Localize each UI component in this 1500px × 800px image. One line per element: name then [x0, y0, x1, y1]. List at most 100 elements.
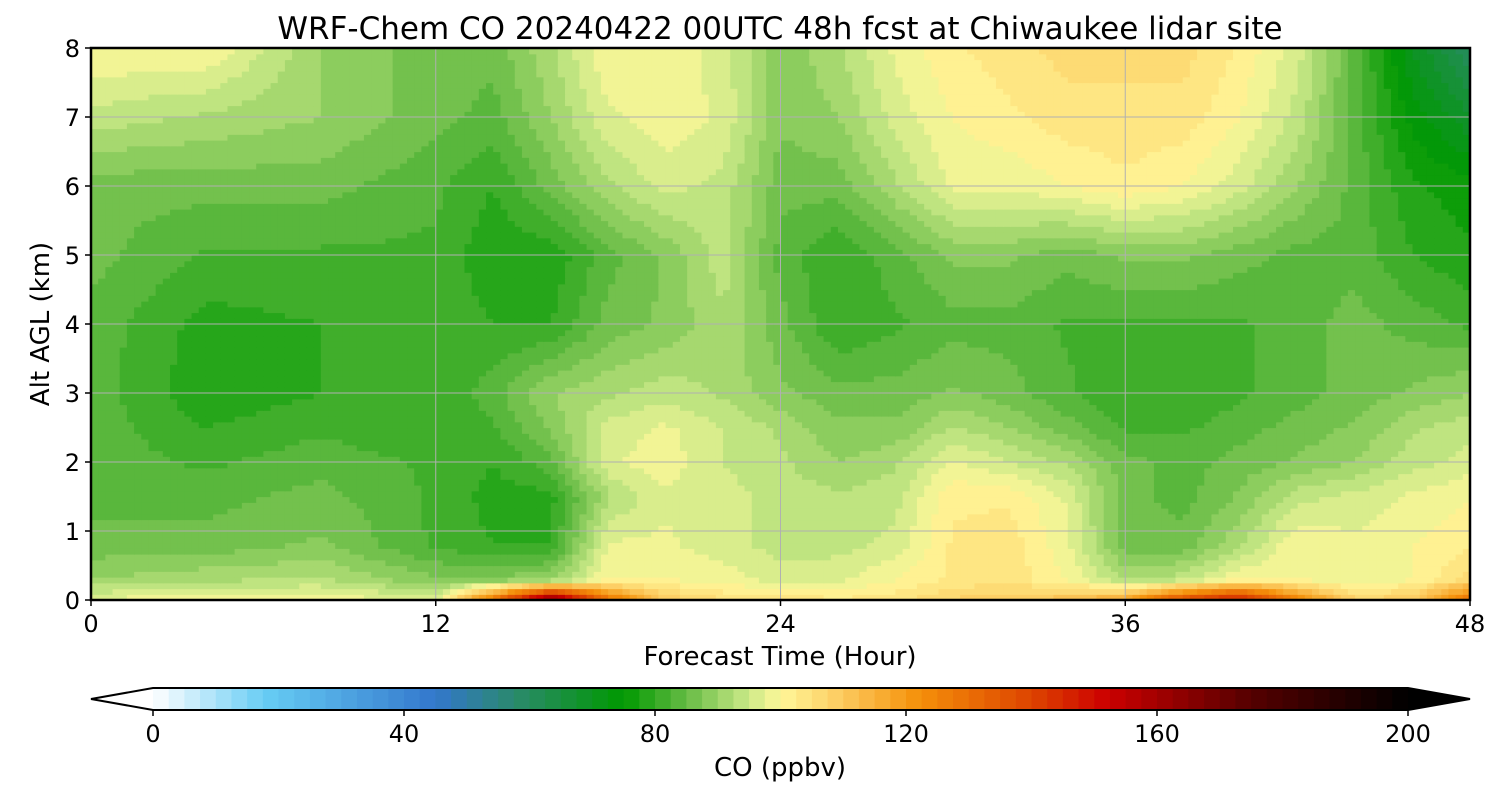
heatmap-cell — [1426, 462, 1435, 469]
heatmap-cell — [529, 582, 537, 590]
heatmap-cell — [1017, 588, 1026, 595]
heatmap-cell — [600, 467, 609, 475]
heatmap-cell — [119, 542, 128, 549]
heatmap-cell — [1074, 490, 1083, 498]
heatmap-cell — [1434, 519, 1442, 526]
heatmap-cell — [622, 582, 631, 590]
heatmap-cell — [141, 473, 150, 480]
heatmap-cell — [536, 577, 545, 584]
heatmap-cell — [1405, 490, 1414, 498]
heatmap-cell — [1197, 450, 1205, 457]
heatmap-cell — [299, 548, 308, 555]
heatmap-cell — [744, 531, 753, 538]
heatmap-cell — [773, 531, 782, 538]
heatmap-cell — [198, 450, 207, 457]
heatmap-cell — [1067, 450, 1076, 457]
heatmap-cell — [450, 542, 458, 549]
heatmap-cell — [873, 594, 882, 600]
heatmap-cell — [105, 554, 114, 561]
heatmap-cell — [1376, 508, 1385, 515]
heatmap-cell — [1434, 462, 1442, 469]
heatmap-cell — [916, 588, 925, 595]
heatmap-cell — [1254, 479, 1263, 486]
heatmap-cell — [1283, 462, 1292, 469]
heatmap-cell — [773, 502, 782, 509]
heatmap-cell — [249, 554, 257, 561]
heatmap-cell — [1031, 502, 1040, 509]
heatmap-cell — [1232, 502, 1241, 509]
heatmap-cell — [1060, 508, 1069, 515]
heatmap-cell — [299, 456, 308, 463]
heatmap-cell — [794, 508, 803, 515]
heatmap-cell — [945, 542, 954, 549]
heatmap-cell — [974, 485, 983, 492]
heatmap-cell — [493, 536, 501, 544]
heatmap-cell — [694, 519, 703, 526]
heatmap-cell — [823, 571, 832, 578]
heatmap-cell — [658, 450, 667, 457]
heatmap-cell — [234, 554, 243, 561]
heatmap-cell — [1290, 485, 1299, 492]
heatmap-cell — [1125, 525, 1134, 532]
heatmap-cell — [521, 565, 530, 572]
heatmap-cell — [1247, 536, 1256, 544]
heatmap-cell — [529, 496, 537, 503]
heatmap-cell — [435, 525, 444, 532]
heatmap-cell — [737, 508, 746, 515]
heatmap-cell — [155, 467, 164, 475]
heatmap-cell — [952, 577, 961, 584]
heatmap-cell — [162, 473, 171, 480]
heatmap-cell — [335, 577, 343, 584]
heatmap-cell — [529, 542, 537, 549]
heatmap-cell — [916, 508, 925, 515]
heatmap-cell — [450, 577, 458, 584]
heatmap-cell — [1412, 502, 1421, 509]
heatmap-cell — [1132, 450, 1141, 457]
heatmap-cell — [988, 588, 997, 595]
heatmap-cell — [263, 450, 272, 457]
heatmap-cell — [1462, 559, 1470, 567]
heatmap-cell — [1254, 571, 1263, 578]
heatmap-cell — [277, 473, 286, 480]
heatmap-cell — [1103, 542, 1112, 549]
heatmap-cell — [974, 571, 983, 578]
heatmap-cell — [852, 467, 861, 475]
heatmap-cell — [845, 462, 853, 469]
heatmap-cell — [794, 467, 803, 475]
heatmap-cell — [1247, 577, 1256, 584]
heatmap-cell — [730, 519, 738, 526]
heatmap-cell — [823, 508, 832, 515]
heatmap-cell — [471, 588, 480, 595]
heatmap-cell — [773, 571, 782, 578]
heatmap-cell — [1125, 502, 1134, 509]
heatmap-cell — [1103, 462, 1112, 469]
heatmap-cell — [1082, 473, 1090, 480]
heatmap-cell — [1441, 531, 1450, 538]
heatmap-cell — [974, 582, 983, 590]
heatmap-cell — [1376, 519, 1385, 526]
heatmap-cell — [191, 588, 200, 595]
heatmap-cell — [988, 525, 997, 532]
heatmap-cell — [378, 473, 387, 480]
heatmap-cell — [723, 542, 731, 549]
heatmap-cell — [349, 473, 358, 480]
heatmap-cell — [1211, 462, 1220, 469]
heatmap-cell — [744, 559, 753, 567]
heatmap-cell — [1175, 519, 1184, 526]
heatmap-cell — [902, 582, 911, 590]
heatmap-cell — [1405, 485, 1414, 492]
heatmap-cell — [1211, 554, 1220, 561]
heatmap-cell — [1355, 467, 1363, 475]
heatmap-cell — [974, 467, 983, 475]
heatmap-cell — [493, 571, 501, 578]
heatmap-cell — [306, 467, 315, 475]
heatmap-cell — [629, 548, 638, 555]
heatmap-cell — [1347, 490, 1356, 498]
heatmap-cell — [342, 485, 351, 492]
heatmap-cell — [1398, 519, 1406, 526]
heatmap-cell — [1024, 554, 1033, 561]
heatmap-cell — [1218, 588, 1227, 595]
heatmap-cell — [270, 485, 279, 492]
heatmap-cell — [363, 559, 372, 567]
heatmap-cell — [1197, 577, 1205, 584]
